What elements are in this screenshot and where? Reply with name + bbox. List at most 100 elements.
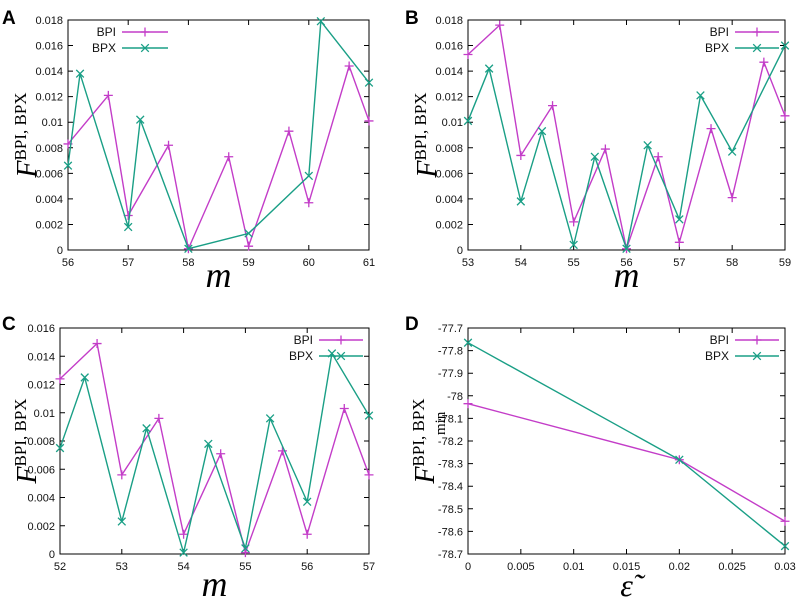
y-tick-label: 0.014 <box>27 351 55 363</box>
data-point-bpx <box>675 215 684 224</box>
data-point-bpi <box>516 150 526 160</box>
data-point-bpi <box>103 90 113 100</box>
y-axis-label: FBPI, BPX <box>411 92 443 178</box>
x-tick-label: 0.03 <box>774 561 795 573</box>
y-tick-label: -77.9 <box>438 368 463 380</box>
series-line-bpi <box>67 65 370 250</box>
x-axis-label: m <box>614 255 640 295</box>
x-tick-label: 0.01 <box>563 561 584 573</box>
y-axis-label-symbol: F <box>12 466 43 485</box>
panel-label-d: D <box>405 314 419 335</box>
y-axis-label-symbol: F <box>412 160 443 179</box>
data-point-bpx <box>569 240 578 250</box>
data-point-bpx <box>590 152 600 161</box>
data-point-bpx <box>537 126 547 136</box>
data-point-bpx <box>184 244 193 253</box>
data-point-bpi <box>339 404 349 414</box>
y-tick-label: 0.004 <box>27 493 55 505</box>
data-point-bpx <box>123 222 133 232</box>
legend-marker-bpi <box>336 335 346 345</box>
y-tick-label: -78.6 <box>438 526 463 538</box>
y-tick-label: 0 <box>49 549 55 561</box>
chart-panel-a: A 0 0.002 0.004 0.006 0.008 0.01 0.012 0.014 0.01… <box>2 8 375 295</box>
data-point-bpi <box>674 237 684 247</box>
x-tick-label: 0.02 <box>669 561 690 573</box>
x-tick-label: 54 <box>177 561 189 573</box>
data-point-bpx <box>135 115 145 124</box>
data-point-bpi <box>179 529 189 539</box>
legend-label-bpx: BPX <box>92 41 116 55</box>
series-line-bpx <box>59 352 370 554</box>
data-point-bpi <box>727 193 737 203</box>
data-point-bpi <box>55 374 65 384</box>
y-tick-label: 0.002 <box>27 521 55 533</box>
y-axis-label: FBPI, BPX <box>409 398 441 484</box>
data-point-bpx <box>302 497 312 506</box>
data-point-bpx <box>622 244 631 253</box>
panel-label-a: A <box>2 8 16 29</box>
x-tick-label: 53 <box>462 257 474 269</box>
data-point-bpx <box>364 411 374 420</box>
data-point-bpx <box>463 116 473 126</box>
x-tick-label: 57 <box>363 561 375 573</box>
y-tick-label: 0.018 <box>435 15 463 27</box>
legend: BPI BPX <box>705 25 779 55</box>
x-tick-label: 61 <box>363 257 375 269</box>
y-tick-label: -78.2 <box>438 436 463 448</box>
y-axis-label-superscript: BPI, BPX <box>409 398 428 466</box>
legend-marker-bpx <box>752 43 762 53</box>
data-point-bpi <box>164 140 174 150</box>
legend-label-bpi: BPI <box>97 25 116 39</box>
y-tick-label: 0.002 <box>35 219 63 231</box>
x-tick-label: 55 <box>568 257 580 269</box>
plot-frame-b <box>467 19 786 251</box>
series-line-bpx <box>467 342 786 547</box>
y-tick-label: -77.8 <box>438 346 463 358</box>
legend-marker-bpi <box>752 27 762 37</box>
legend-label-bpx: BPX <box>289 349 313 363</box>
series-line-bpx <box>67 20 370 250</box>
chart-panel-d: D -78.7 -78.6 -78.5 -78.4 -78.3 -78.2 -78.1 -78 -… <box>405 314 796 603</box>
series-line-bpi <box>467 403 786 522</box>
data-point-bpx <box>265 414 275 423</box>
data-point-bpi <box>759 57 769 67</box>
y-tick-label: 0.008 <box>35 143 63 155</box>
data-point-bpi <box>344 61 354 71</box>
data-point-bpi <box>154 413 164 423</box>
data-point-bpx <box>204 439 213 449</box>
y-axis-label-symbol: F <box>12 160 43 179</box>
y-tick-label: -78.7 <box>438 549 463 561</box>
data-point-bpx <box>780 541 790 551</box>
series-line-bpi <box>467 24 786 250</box>
x-tick-label: 0.005 <box>507 561 535 573</box>
y-axis-label: FBPI, BPX <box>11 398 43 484</box>
legend: BPI BPX <box>705 333 779 363</box>
data-point-bpx <box>304 171 314 181</box>
data-point-bpi <box>216 449 226 459</box>
data-point-bpx <box>244 229 253 238</box>
y-axis-label-superscript: BPI, BPX <box>411 92 430 160</box>
panel-label-b: B <box>405 8 419 29</box>
data-point-bpi <box>653 152 663 162</box>
data-point-bpi <box>117 470 127 480</box>
y-axis-label-superscript: BPI, BPX <box>11 92 30 160</box>
x-tick-label: 59 <box>242 257 254 269</box>
chart-panel-c: C 0 0.002 0.004 0.006 0.008 0.01 0.012 0.014 0.01… <box>2 314 375 604</box>
x-axis-label: m <box>206 255 232 295</box>
data-point-bpx <box>643 140 652 150</box>
data-point-bpx <box>675 455 684 465</box>
data-point-bpx <box>316 17 326 26</box>
legend-marker-bpx <box>336 351 346 361</box>
legend-marker-bpx <box>752 351 762 361</box>
x-tick-label: 52 <box>54 561 66 573</box>
x-tick-label: 59 <box>779 257 791 269</box>
legend-label-bpi: BPI <box>710 25 729 39</box>
y-tick-label: 0.01 <box>442 117 463 129</box>
data-point-bpi <box>706 124 716 134</box>
x-tick-label: 55 <box>239 561 251 573</box>
data-point-bpi <box>364 116 374 126</box>
data-point-bpi <box>244 241 254 251</box>
legend: BPI BPX <box>92 25 168 55</box>
x-tick-label: 53 <box>116 561 128 573</box>
